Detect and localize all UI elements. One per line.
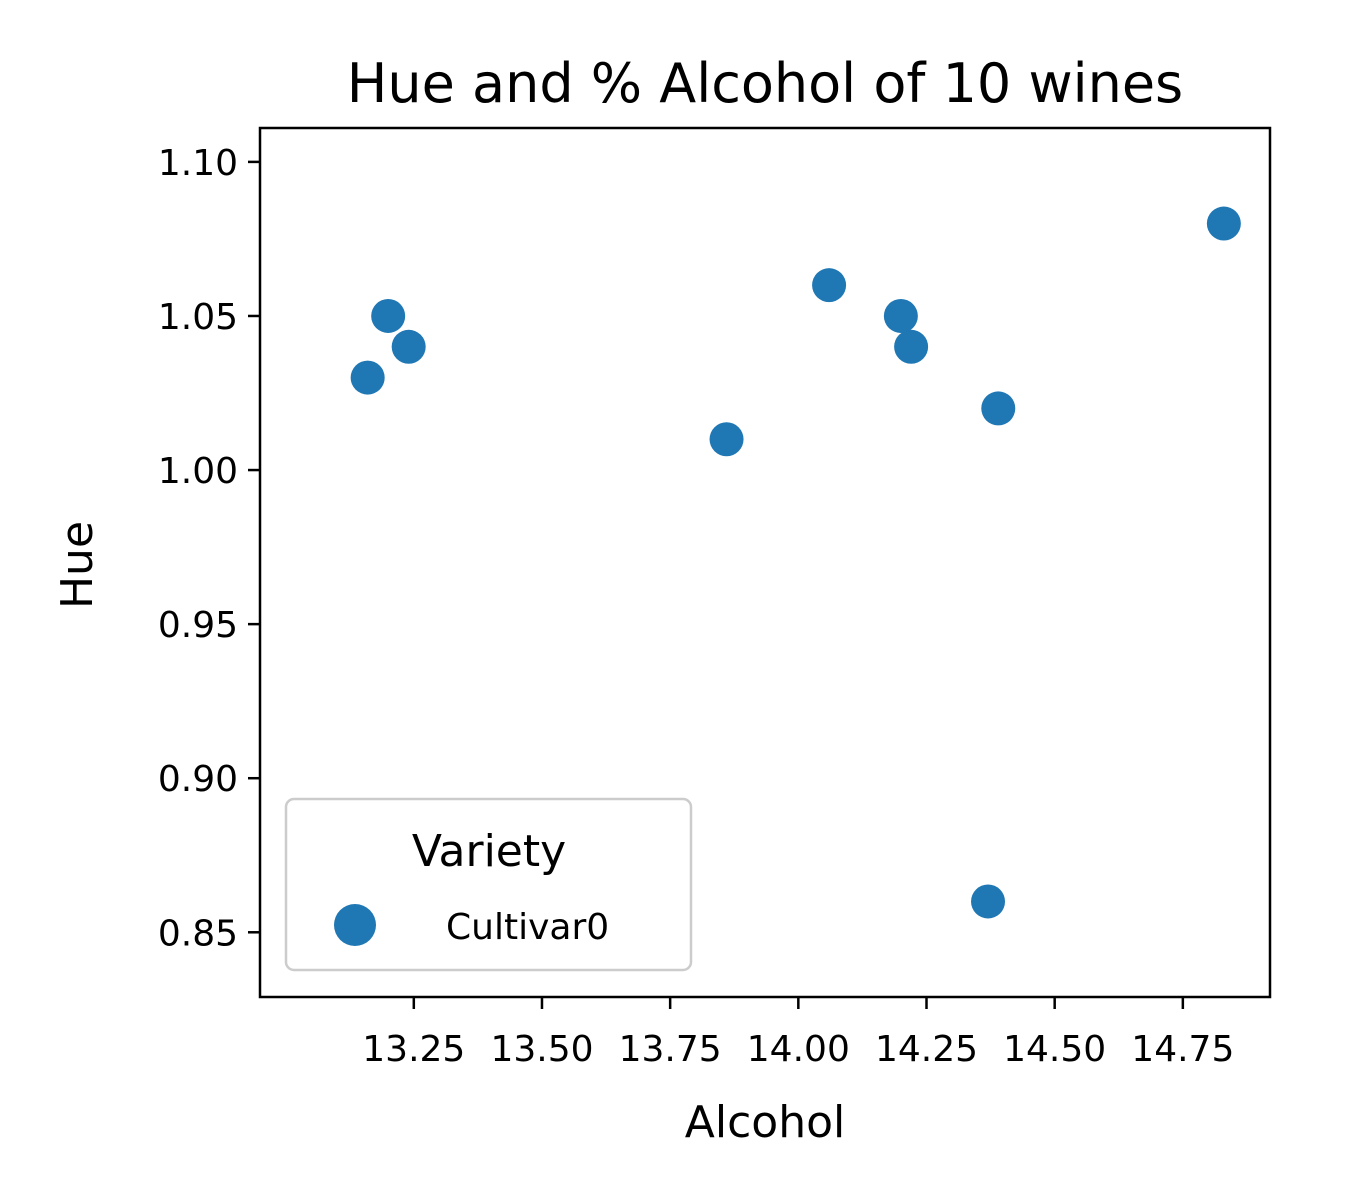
data-point [894,329,929,364]
y-tick-label: 0.85 [158,913,238,954]
x-tick-label: 14.50 [1003,1029,1106,1070]
x-tick-label: 13.75 [619,1029,722,1070]
legend: Variety Cultivar0 [284,797,693,972]
y-tick-label: 0.90 [158,759,238,800]
data-point [883,298,918,333]
y-tick-label: 1.10 [158,143,238,184]
data-point [812,268,847,303]
x-tick-label: 14.00 [747,1029,850,1070]
legend-title: Variety [412,826,566,877]
plot-area-frame [258,126,1272,999]
y-tick-label: 1.05 [158,297,238,338]
legend-label-series: Cultivar0 [446,907,609,948]
y-axis-ticks: 0.85 0.90 0.95 1.00 1.05 1.10 [158,143,260,954]
x-tick-label: 14.75 [1131,1029,1234,1070]
y-tick-label: 1.00 [158,451,238,492]
data-point [971,884,1006,919]
data-point [391,329,426,364]
legend-marker [334,904,376,946]
data-point [371,298,406,333]
x-tick-label: 14.25 [875,1029,978,1070]
data-point [1206,206,1241,241]
data-point [981,391,1016,426]
data-point [709,422,744,457]
chart-title: Hue and % Alcohol of 10 wines [347,52,1183,115]
legend-box [284,797,693,972]
x-tick-label: 13.50 [490,1029,593,1070]
y-tick-label: 0.95 [158,605,238,646]
x-axis-label: Alcohol [685,1097,845,1148]
data-points [350,206,1241,919]
data-point [350,360,385,395]
x-tick-label: 13.25 [362,1029,465,1070]
y-axis-label: Hue [52,521,103,609]
x-axis-ticks: 13.25 13.50 13.75 14.00 14.25 14.50 14.75 [362,997,1234,1070]
